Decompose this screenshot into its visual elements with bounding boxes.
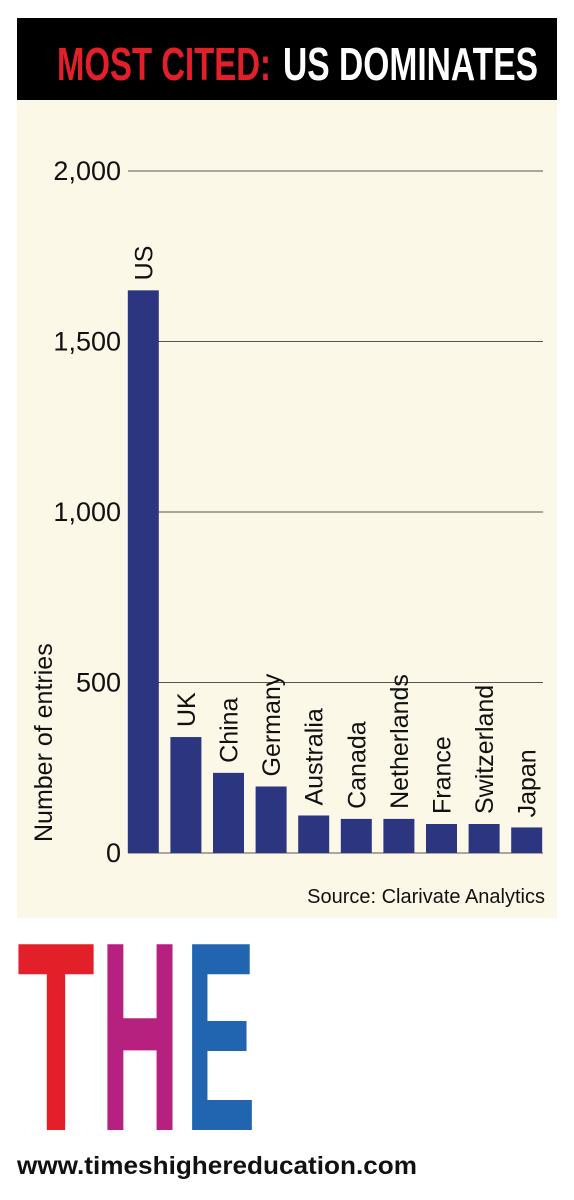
- logo-letter: H: [100, 887, 180, 1188]
- category-label: France: [429, 736, 457, 814]
- source-note: Source: Clarivate Analytics: [307, 886, 545, 908]
- category-label: Japan: [514, 749, 542, 817]
- bar: [298, 815, 330, 853]
- y-tick-label: 0: [106, 838, 121, 868]
- url: www.timeshighereducation.com: [16, 1152, 417, 1180]
- category-label: Canada: [343, 721, 371, 809]
- y-tick-label: 2,000: [53, 156, 121, 186]
- category-label: China: [216, 697, 244, 762]
- title-kicker: MOST CITED:: [57, 38, 271, 90]
- bar: [170, 737, 202, 853]
- y-axis-label: Number of entries: [30, 643, 58, 842]
- chart-title: US DOMINATES: [283, 38, 538, 90]
- bar: [383, 818, 415, 853]
- y-tick-label: 500: [76, 668, 121, 698]
- bar: [213, 772, 244, 853]
- bar: [426, 824, 457, 853]
- category-label: Netherlands: [386, 674, 414, 809]
- bar: [511, 827, 543, 853]
- y-tick-label: 1,000: [53, 497, 121, 527]
- bar: [340, 818, 372, 853]
- chart-background: [17, 100, 557, 918]
- bar: [468, 824, 500, 853]
- bar: [255, 786, 287, 853]
- category-label: UK: [173, 692, 201, 727]
- logo-letter: E: [185, 887, 256, 1188]
- category-label: US: [130, 246, 158, 281]
- category-label: Australia: [301, 708, 329, 805]
- logo-letter: T: [17, 887, 95, 1188]
- category-label: Germany: [258, 673, 286, 776]
- header-bar: [17, 18, 557, 100]
- category-label: Switzerland: [471, 685, 499, 814]
- y-tick-label: 1,500: [53, 327, 121, 357]
- bar: [127, 290, 159, 854]
